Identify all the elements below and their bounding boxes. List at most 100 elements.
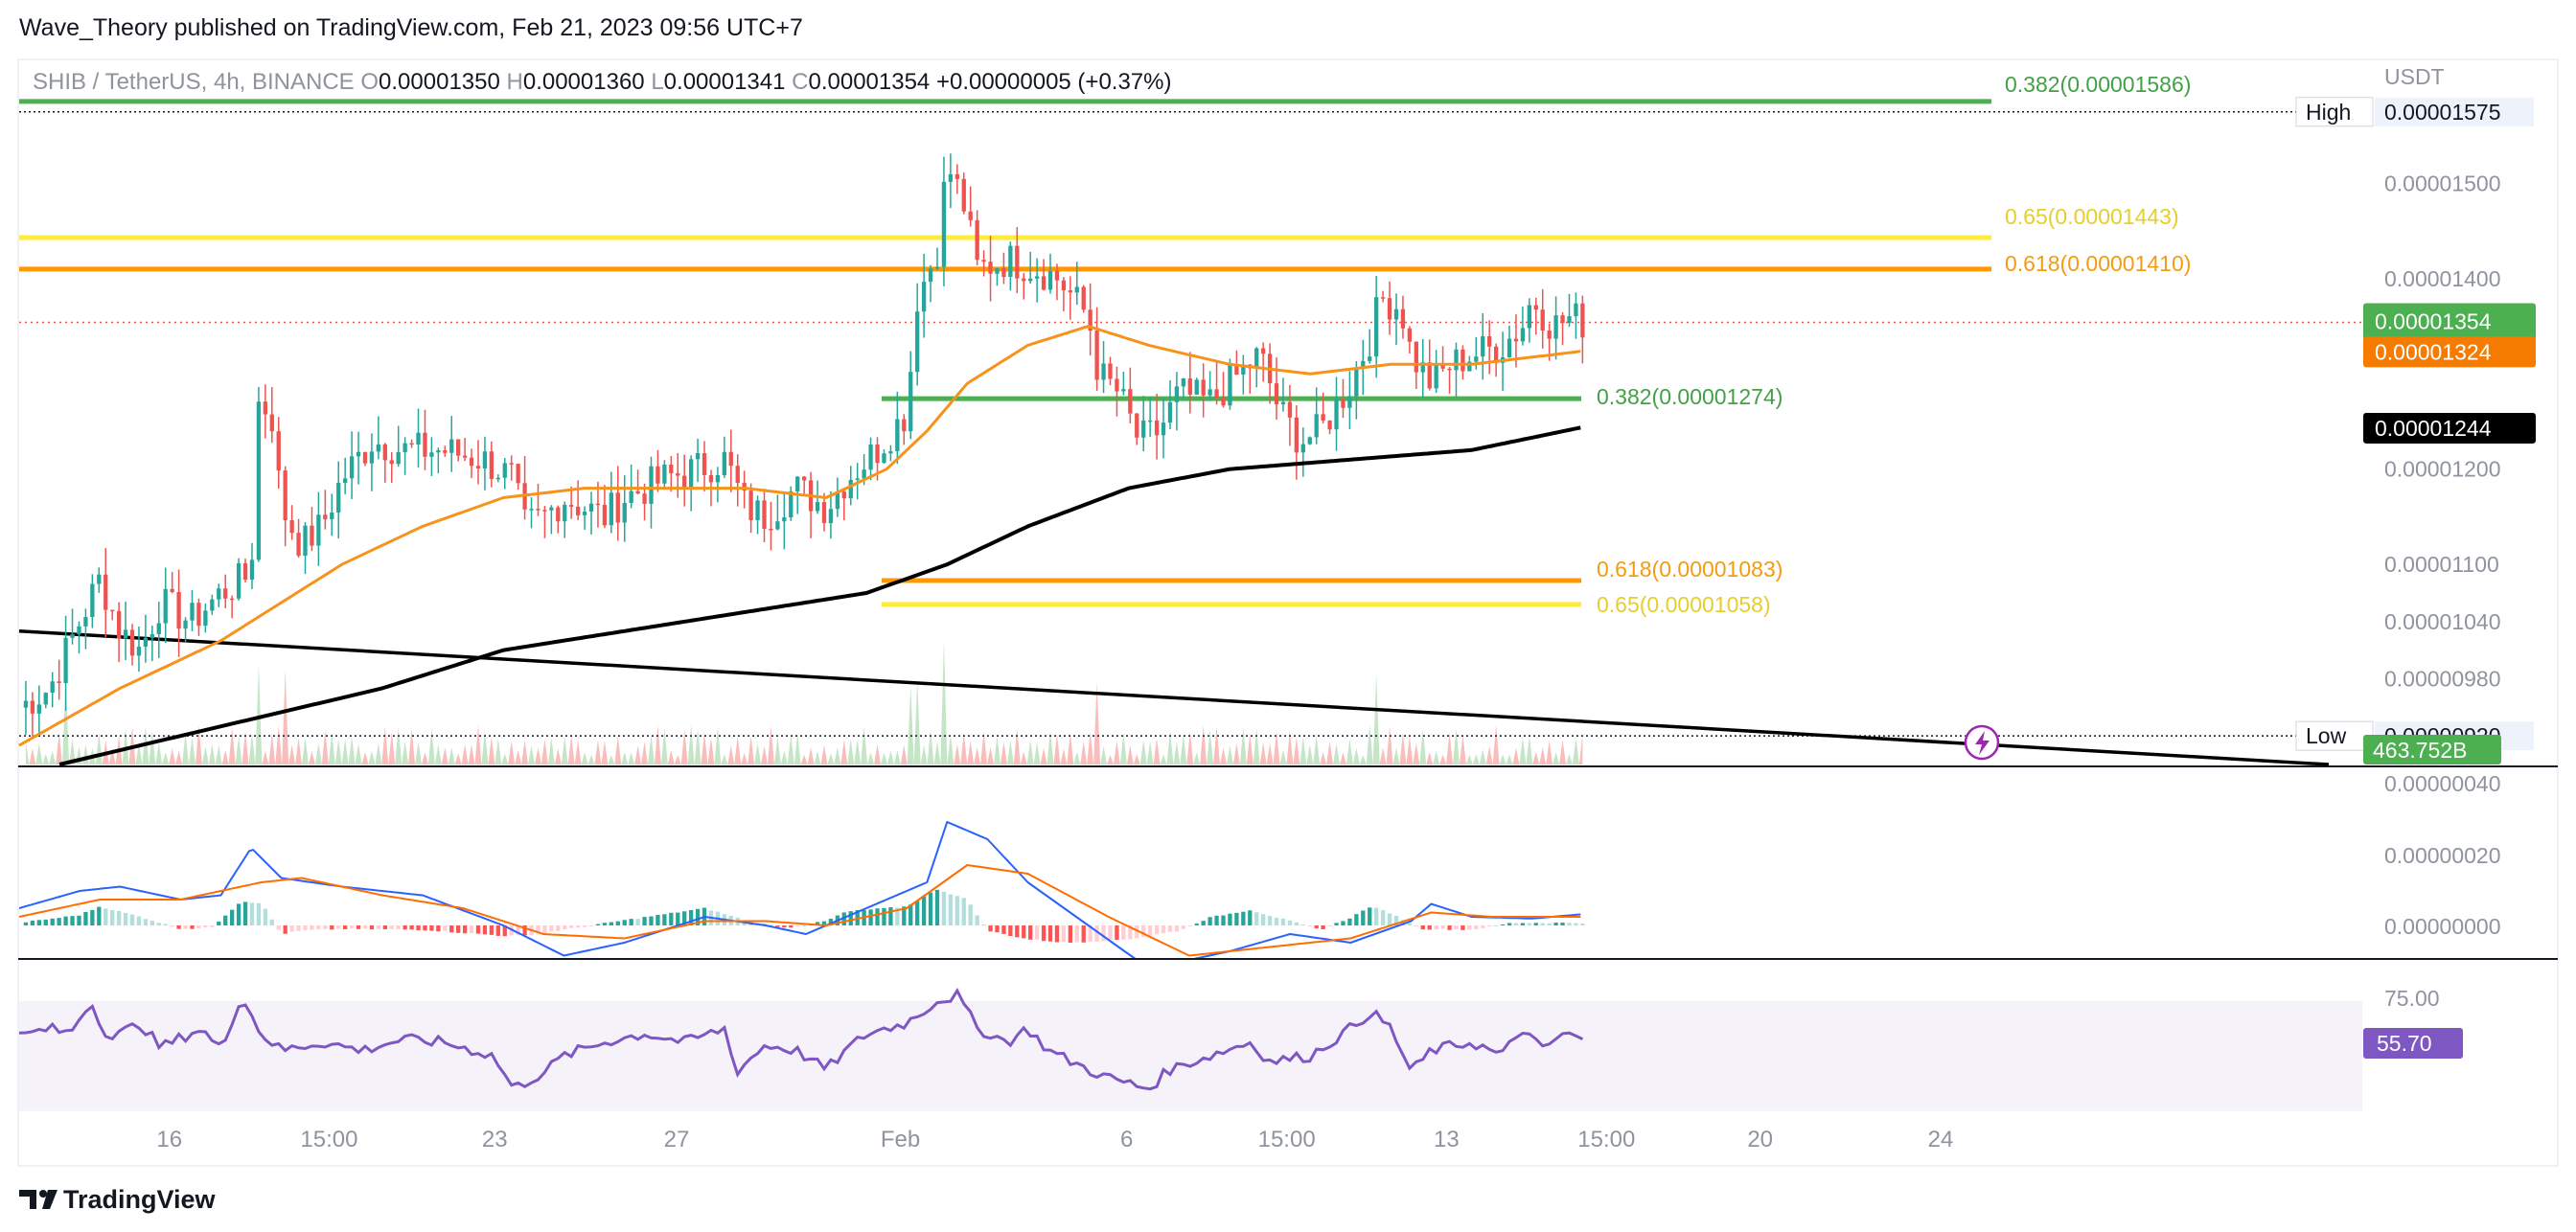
macd-histogram-bar: [356, 925, 361, 929]
candle-body: [170, 588, 174, 592]
volume-bar: [1479, 749, 1486, 764]
time-tick-label: 24: [1928, 1127, 1954, 1152]
macd-histogram-bar: [376, 925, 381, 929]
volume-bar: [25, 742, 30, 764]
macd-histogram-bar: [83, 911, 88, 925]
fib-level-label: 0.382(0.00001586): [2005, 72, 2191, 97]
volume-bar: [814, 751, 821, 764]
volume-bar: [1572, 737, 1579, 764]
volume-bar: [334, 739, 342, 764]
lightning-icon[interactable]: [1964, 724, 2000, 761]
candle-body: [1047, 270, 1053, 290]
volume-bar: [448, 747, 455, 764]
candle-body: [249, 559, 255, 581]
volume-bar: [1578, 733, 1583, 764]
candle-body: [1254, 348, 1259, 369]
volume-bar: [501, 753, 509, 764]
macd-histogram-bar: [1368, 907, 1372, 925]
volume-bar: [1320, 752, 1327, 764]
volume-bar: [794, 733, 801, 764]
macd-histogram-bar: [868, 909, 873, 925]
volume-bar: [773, 736, 781, 764]
candle-body: [50, 681, 55, 694]
candle-body: [1420, 362, 1425, 373]
lightning-icon-bolt: [1975, 731, 1990, 755]
volume-bar: [1433, 750, 1440, 764]
candle-body: [1141, 420, 1146, 438]
volume-bar: [874, 743, 881, 764]
macd-histogram-bar: [1307, 925, 1312, 926]
volume-bar: [1207, 730, 1214, 764]
candle-body: [1574, 303, 1578, 317]
macd-histogram-bar: [782, 925, 787, 928]
volume-bar: [900, 744, 908, 764]
macd-histogram-bar: [1267, 916, 1273, 925]
macd-histogram-bar: [1208, 917, 1212, 925]
volume-bar: [567, 734, 575, 764]
volume-bar: [741, 752, 748, 764]
fib-level-label: 0.65(0.00001443): [2005, 204, 2179, 229]
volume-bar: [348, 736, 356, 764]
candle-body: [1022, 278, 1026, 282]
candle-body: [902, 419, 907, 432]
macd-histogram-bar: [1440, 925, 1445, 929]
volume-bar: [328, 732, 335, 764]
macd-histogram-bar: [229, 909, 235, 925]
macd-histogram-bar: [1540, 923, 1545, 925]
volume-bar: [1566, 754, 1573, 764]
candle-body: [150, 633, 154, 638]
macd-histogram-bar: [629, 919, 633, 925]
volume-bar: [1372, 673, 1380, 764]
volume-bar: [861, 725, 868, 764]
macd-histogram-bar: [90, 909, 95, 925]
macd-histogram-bar: [116, 910, 122, 925]
macd-histogram-bar: [1533, 923, 1538, 925]
fib-level-label: 0.618(0.00001410): [2005, 251, 2191, 276]
candle-body: [1361, 360, 1366, 369]
candle-body: [1128, 389, 1133, 414]
candle-body: [310, 525, 314, 546]
candle-body: [1001, 267, 1006, 277]
candle-body: [163, 588, 168, 624]
volume-bar: [1300, 737, 1307, 764]
volume-bar: [402, 741, 409, 764]
volume-bar: [1413, 742, 1420, 764]
candle-body: [1341, 399, 1346, 408]
macd-histogram-bar: [1015, 925, 1020, 938]
candle-body: [934, 266, 940, 269]
candle-body: [217, 588, 221, 600]
candle-body: [1135, 413, 1139, 438]
volume-bar: [1153, 738, 1161, 764]
candle-body: [802, 476, 807, 481]
ma-value: 0.00001244: [2375, 416, 2492, 441]
candle-body: [1201, 379, 1206, 396]
logo-dot: [39, 1190, 47, 1198]
candle-body: [1513, 338, 1519, 342]
candle-body: [129, 629, 135, 656]
macd-histogram-bar: [569, 925, 574, 928]
candle-body: [1228, 364, 1232, 406]
macd-histogram-bar: [190, 925, 195, 929]
volume-bar: [481, 729, 489, 764]
volume-bar: [907, 684, 914, 764]
candle-body: [323, 514, 328, 520]
volume-bar: [933, 741, 941, 764]
candle-body: [502, 463, 507, 478]
macd-histogram-bar: [1047, 925, 1053, 942]
volume-bar: [1133, 754, 1140, 764]
volume-bar: [1506, 754, 1513, 764]
candle-body: [536, 509, 540, 511]
rsi-tick-label: 75.00: [2384, 986, 2440, 1011]
macd-histogram-bar: [310, 925, 314, 930]
marker-tag-box: [2295, 720, 2374, 751]
volume-bar: [255, 665, 263, 764]
volume-bar: [1239, 727, 1247, 764]
candle-body: [1015, 245, 1020, 279]
candle-body: [609, 492, 613, 526]
macd-histogram-bar: [954, 896, 959, 925]
candle-body: [1407, 328, 1413, 342]
candle-body: [1241, 364, 1246, 376]
macd-histogram-bar: [1081, 925, 1086, 943]
macd-histogram-bar: [1141, 925, 1146, 937]
